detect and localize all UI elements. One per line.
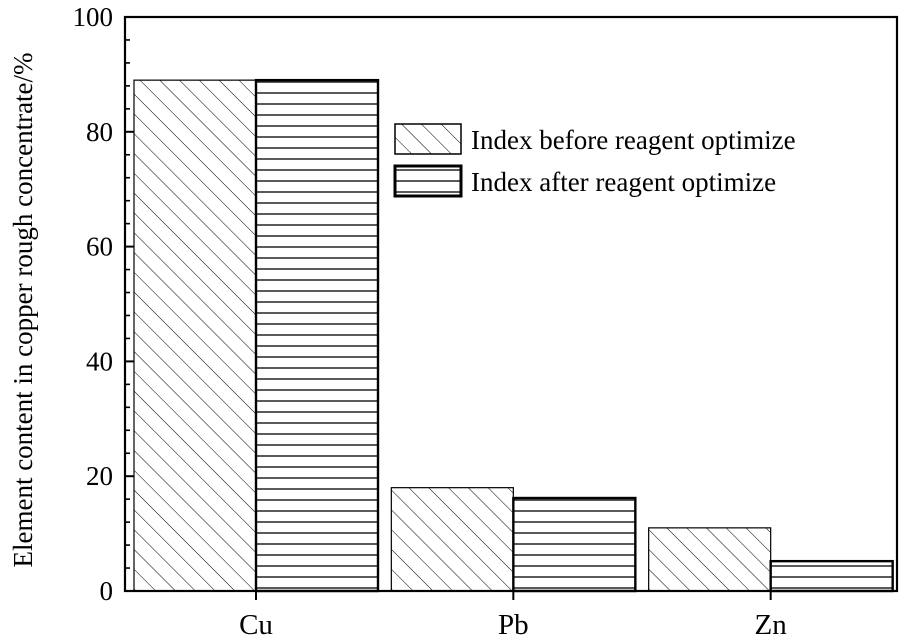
bar-pb-series-1 [390,487,514,592]
legend-swatch-2 [393,164,463,198]
y-axis-title: Element content in copper rough concentr… [8,52,38,567]
legend-label-1: Index before reagent optimize [471,125,796,155]
y-tick-label: 80 [86,117,113,147]
x-tick-label-cu: Cu [239,609,273,641]
bars-layer [133,78,894,593]
legend-label-2: Index after reagent optimize [471,167,776,197]
bar-pb-series-2 [512,496,637,593]
legend-swatch-1 [394,123,462,155]
bar-zn-series-2 [769,559,894,593]
axes-layer: 0 20 40 60 80 100 Cu Pb Zn [73,2,899,641]
bar-cu-series-2 [254,78,380,593]
y-tick-label: 20 [86,461,113,491]
y-tick-label: 40 [86,346,113,376]
y-tick-label: 100 [73,2,114,32]
y-tick-label: 0 [100,576,114,606]
bar-zn-series-1 [648,527,772,592]
bar-cu-series-1 [133,79,257,592]
x-tick-label-pb: Pb [498,609,529,641]
plot-frame [123,15,899,593]
y-tick-label: 60 [86,232,113,262]
x-tick-label-zn: Zn [755,609,788,641]
legend: Index before reagent optimize Index after… [393,123,796,198]
